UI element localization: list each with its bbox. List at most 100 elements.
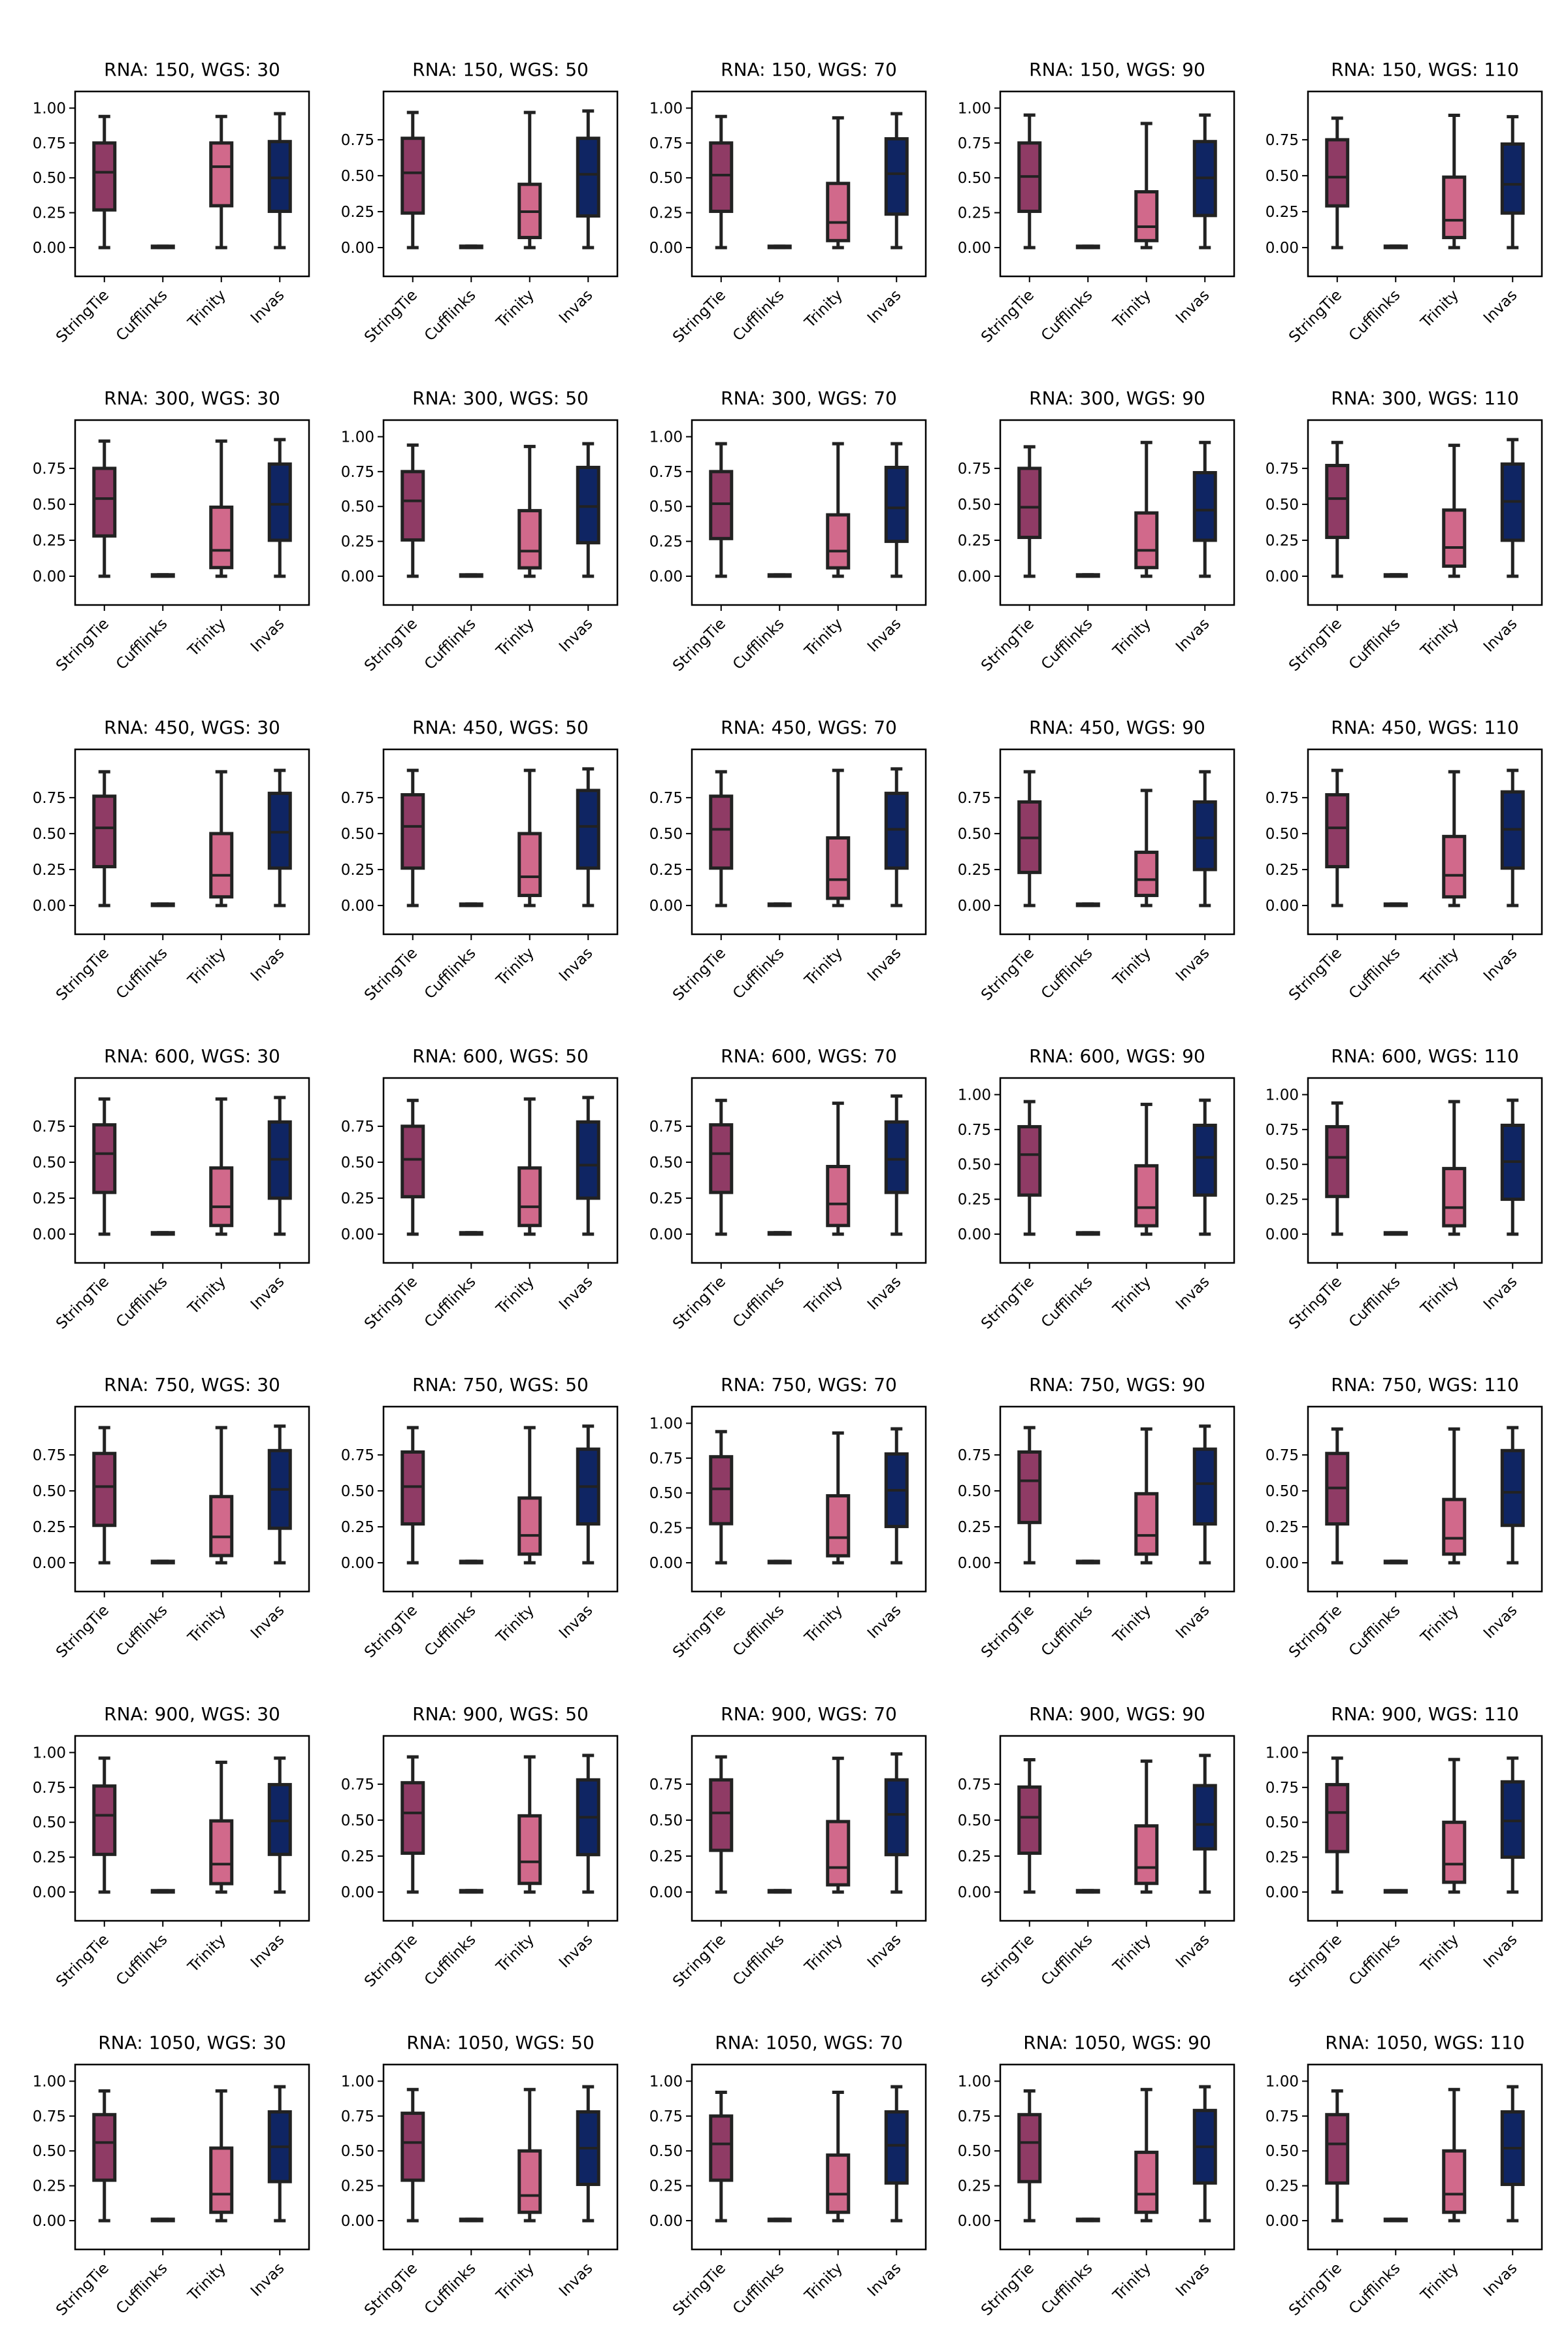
box-trinity-r300-w90 bbox=[1134, 511, 1159, 570]
panel-frame-r900-w50 bbox=[382, 1735, 619, 1922]
panel-frame-r150-w70 bbox=[691, 90, 927, 278]
box-trinity-r600-w50 bbox=[517, 1166, 542, 1228]
y-tick-label: 0.25 bbox=[341, 1190, 374, 1207]
box-invas-r300-w30 bbox=[267, 462, 292, 542]
x-tick-label-stringtie: StringTie bbox=[53, 2260, 112, 2319]
x-tick-label-trinity: Trinity bbox=[493, 2260, 538, 2305]
box-invas-r900-w30 bbox=[267, 1783, 292, 1856]
y-tick-label: 0.50 bbox=[33, 1814, 66, 1831]
x-tick-label-invas: Invas bbox=[248, 1602, 288, 1642]
x-tick-label-cufflinks: Cufflinks bbox=[421, 615, 479, 673]
x-tick-label-stringtie: StringTie bbox=[361, 945, 421, 1004]
box-stringtie-r750-w30 bbox=[92, 1452, 117, 1527]
x-tick-label-cufflinks: Cufflinks bbox=[421, 945, 479, 1002]
x-tick-label-stringtie: StringTie bbox=[670, 1602, 729, 1661]
panel-title-r450-w70: RNA: 450, WGS: 70 bbox=[721, 717, 897, 738]
panel-title-r450-w50: RNA: 450, WGS: 50 bbox=[412, 717, 589, 738]
y-tick-label: 0.00 bbox=[341, 240, 374, 257]
y-tick-label: 0.25 bbox=[958, 862, 991, 879]
x-tick-label-trinity: Trinity bbox=[801, 1273, 846, 1318]
panel-frame-r750-w50 bbox=[382, 1405, 619, 1593]
box-invas-r600-w50 bbox=[576, 1120, 600, 1200]
y-tick-label: 0.75 bbox=[958, 790, 991, 807]
y-tick-label: 0.50 bbox=[958, 497, 991, 514]
y-tick-label: 0.00 bbox=[649, 568, 683, 585]
y-tick-label: 0.25 bbox=[33, 1190, 66, 1207]
x-tick-label-cufflinks: Cufflinks bbox=[113, 1931, 171, 1989]
box-stringtie-r450-w30 bbox=[92, 794, 117, 869]
y-tick-label: 0.00 bbox=[33, 2213, 66, 2230]
box-invas-r150-w110 bbox=[1500, 142, 1525, 215]
y-tick-label: 0.00 bbox=[649, 240, 683, 257]
y-tick-label: 0.25 bbox=[649, 1520, 683, 1537]
x-tick-label-invas: Invas bbox=[1480, 1602, 1521, 1642]
y-tick-label: 0.75 bbox=[341, 790, 374, 807]
y-tick-label: 0.50 bbox=[341, 1483, 374, 1500]
panel-title-r150-w70: RNA: 150, WGS: 70 bbox=[721, 59, 897, 80]
x-tick-label-cufflinks: Cufflinks bbox=[113, 945, 171, 1002]
y-tick-label: 0.50 bbox=[958, 170, 991, 187]
y-tick-label: 0.00 bbox=[1266, 1226, 1299, 1243]
box-stringtie-r900-w50 bbox=[400, 1781, 425, 1855]
y-tick-label: 0.75 bbox=[1266, 132, 1299, 149]
y-tick-label: 0.75 bbox=[1266, 1122, 1299, 1139]
x-tick-label-cufflinks: Cufflinks bbox=[113, 1273, 171, 1331]
y-tick-label: 0.75 bbox=[341, 1776, 374, 1793]
x-tick-label-invas: Invas bbox=[556, 1931, 596, 1972]
y-tick-label: 0.25 bbox=[958, 1192, 991, 1209]
y-tick-label: 0.75 bbox=[649, 135, 683, 152]
x-tick-label-trinity: Trinity bbox=[493, 287, 538, 332]
panel-frame-r750-w110 bbox=[1307, 1405, 1543, 1593]
y-tick-label: 0.50 bbox=[33, 2143, 66, 2160]
y-tick-label: 0.00 bbox=[649, 898, 683, 915]
y-tick-label: 0.75 bbox=[33, 135, 66, 152]
y-tick-label: 0.50 bbox=[1266, 1156, 1299, 1173]
x-tick-label-invas: Invas bbox=[1173, 945, 1213, 985]
y-tick-label: 0.00 bbox=[958, 1226, 991, 1243]
box-stringtie-r900-w30 bbox=[92, 1784, 117, 1856]
x-tick-label-invas: Invas bbox=[248, 1273, 288, 1314]
x-tick-label-stringtie: StringTie bbox=[53, 1602, 112, 1661]
x-tick-label-stringtie: StringTie bbox=[1286, 615, 1345, 675]
x-tick-label-trinity: Trinity bbox=[801, 2260, 846, 2305]
x-tick-label-stringtie: StringTie bbox=[361, 2260, 421, 2319]
x-tick-label-invas: Invas bbox=[248, 1931, 288, 1972]
y-tick-label: 0.75 bbox=[341, 132, 374, 149]
panel-title-r750-w50: RNA: 750, WGS: 50 bbox=[412, 1374, 589, 1396]
panel-title-r750-w110: RNA: 750, WGS: 110 bbox=[1331, 1374, 1519, 1396]
x-tick-label-invas: Invas bbox=[1480, 2260, 1521, 2300]
y-tick-label: 0.75 bbox=[958, 2108, 991, 2125]
y-tick-label: 0.00 bbox=[1266, 2213, 1299, 2230]
y-tick-label: 1.00 bbox=[958, 100, 991, 117]
y-tick-label: 0.25 bbox=[1266, 1850, 1299, 1867]
x-tick-label-stringtie: StringTie bbox=[670, 2260, 729, 2319]
box-invas-r300-w90 bbox=[1192, 470, 1217, 542]
panel-title-r900-w70: RNA: 900, WGS: 70 bbox=[721, 1703, 897, 1725]
y-tick-label: 0.00 bbox=[958, 240, 991, 257]
x-tick-label-stringtie: StringTie bbox=[1286, 2260, 1345, 2319]
x-tick-label-stringtie: StringTie bbox=[361, 287, 421, 346]
box-stringtie-r600-w70 bbox=[709, 1123, 734, 1194]
y-tick-label: 0.00 bbox=[341, 2213, 374, 2230]
x-tick-label-stringtie: StringTie bbox=[1286, 1602, 1345, 1661]
y-tick-label: 0.00 bbox=[1266, 898, 1299, 915]
box-invas-r900-w110 bbox=[1500, 1780, 1525, 1859]
box-stringtie-r1050-w90 bbox=[1017, 2113, 1042, 2183]
box-trinity-r150-w110 bbox=[1442, 175, 1467, 240]
box-trinity-r150-w90 bbox=[1134, 190, 1159, 242]
panel-title-r300-w30: RNA: 300, WGS: 30 bbox=[104, 387, 280, 409]
x-tick-label-invas: Invas bbox=[1480, 615, 1521, 656]
y-tick-label: 0.50 bbox=[341, 498, 374, 515]
y-tick-label: 0.00 bbox=[649, 1555, 683, 1572]
x-tick-label-invas: Invas bbox=[556, 1602, 596, 1642]
x-tick-label-stringtie: StringTie bbox=[361, 1602, 421, 1661]
y-tick-label: 0.50 bbox=[649, 1812, 683, 1829]
x-tick-label-trinity: Trinity bbox=[1417, 945, 1462, 990]
x-tick-label-cufflinks: Cufflinks bbox=[1346, 1931, 1403, 1989]
y-tick-label: 0.25 bbox=[1266, 532, 1299, 549]
x-tick-label-trinity: Trinity bbox=[801, 287, 846, 332]
x-tick-label-stringtie: StringTie bbox=[978, 945, 1037, 1004]
box-stringtie-r300-w50 bbox=[400, 470, 425, 542]
x-tick-label-invas: Invas bbox=[1173, 1931, 1213, 1972]
y-tick-label: 0.75 bbox=[341, 2108, 374, 2125]
